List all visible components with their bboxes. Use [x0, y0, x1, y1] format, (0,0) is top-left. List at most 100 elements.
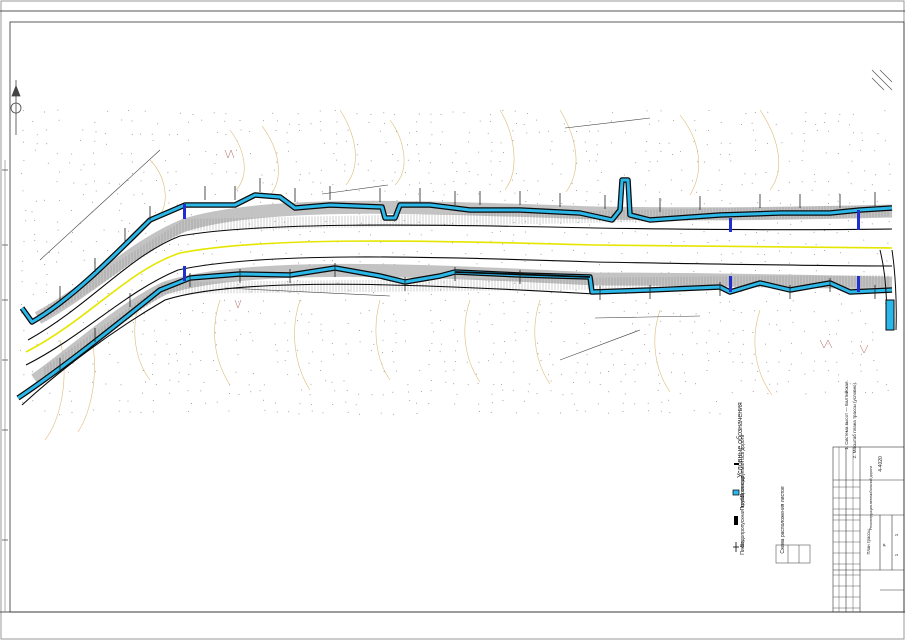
survey-point	[168, 302, 170, 304]
survey-point	[622, 402, 624, 404]
survey-point	[429, 349, 431, 351]
survey-point	[805, 243, 807, 245]
survey-point	[444, 223, 446, 225]
survey-point	[382, 302, 384, 304]
survey-point	[187, 410, 189, 412]
survey-point	[395, 332, 397, 334]
survey-point	[211, 253, 213, 255]
survey-point	[287, 374, 289, 376]
survey-point	[431, 343, 433, 344]
survey-point	[635, 330, 637, 332]
survey-point	[573, 382, 574, 383]
title-block-sheet: 1	[894, 533, 899, 536]
survey-point	[70, 210, 72, 212]
survey-point	[311, 410, 313, 412]
survey-point	[180, 330, 181, 332]
survey-point	[95, 190, 97, 192]
survey-point	[718, 169, 720, 171]
survey-point	[92, 201, 94, 203]
survey-point	[596, 144, 598, 146]
survey-point	[405, 193, 407, 195]
survey-point	[272, 112, 274, 114]
survey-point	[503, 249, 505, 251]
survey-point	[669, 333, 671, 335]
survey-point	[764, 261, 766, 263]
survey-point	[476, 321, 478, 323]
survey-point	[884, 140, 886, 142]
survey-point	[635, 300, 637, 302]
survey-point	[393, 361, 395, 363]
survey-point	[215, 344, 217, 346]
survey-point	[333, 220, 335, 222]
survey-point	[721, 199, 723, 201]
survey-point	[551, 250, 553, 252]
survey-point	[309, 394, 311, 396]
survey-point	[118, 183, 120, 185]
survey-point	[276, 411, 278, 413]
survey-point	[214, 193, 216, 195]
survey-point	[550, 312, 552, 314]
survey-point	[740, 380, 742, 382]
survey-point	[767, 231, 769, 233]
survey-point	[419, 182, 420, 184]
survey-point	[814, 292, 816, 293]
survey-point	[190, 214, 192, 216]
survey-point	[864, 170, 866, 172]
survey-point	[334, 390, 336, 392]
survey-point	[250, 153, 251, 155]
survey-point	[887, 242, 889, 244]
survey-point	[345, 343, 347, 345]
survey-point	[751, 122, 753, 124]
survey-point	[804, 140, 805, 142]
survey-point	[658, 191, 660, 193]
survey-point	[235, 149, 237, 151]
survey-point	[635, 162, 637, 164]
survey-point	[552, 200, 554, 202]
survey-point	[151, 373, 153, 375]
survey-point	[420, 234, 422, 236]
survey-point	[779, 329, 781, 331]
survey-point	[224, 299, 225, 301]
survey-point	[745, 113, 747, 114]
survey-point	[118, 231, 120, 233]
survey-point	[36, 250, 38, 252]
survey-point	[477, 174, 479, 176]
survey-point	[708, 130, 710, 131]
survey-point	[214, 163, 216, 165]
survey-point	[778, 361, 780, 363]
survey-point	[383, 112, 385, 114]
survey-point	[788, 181, 790, 183]
survey-point	[790, 223, 792, 225]
survey-point	[192, 351, 194, 353]
survey-point	[109, 354, 111, 355]
survey-point	[693, 271, 695, 273]
survey-point	[550, 390, 552, 392]
survey-point	[649, 123, 650, 125]
survey-point	[499, 161, 501, 163]
survey-point	[623, 174, 625, 176]
survey-point	[108, 342, 110, 344]
survey-point	[253, 263, 255, 265]
survey-point	[741, 361, 743, 363]
survey-point	[860, 370, 862, 372]
survey-point	[429, 162, 431, 164]
survey-point	[300, 300, 302, 302]
survey-point	[719, 413, 721, 415]
survey-point	[189, 334, 191, 335]
survey-point	[513, 222, 515, 224]
survey-point	[805, 112, 807, 114]
survey-point	[34, 233, 36, 235]
survey-point	[157, 123, 159, 125]
survey-point	[863, 201, 865, 203]
survey-point	[514, 110, 516, 112]
survey-point	[491, 141, 493, 143]
survey-point	[813, 370, 815, 372]
survey-point	[586, 191, 588, 193]
survey-point	[816, 129, 818, 131]
survey-point	[777, 222, 779, 224]
survey-point	[468, 171, 470, 172]
terrain-symbols	[224, 149, 869, 354]
survey-point	[80, 169, 82, 171]
survey-point	[83, 164, 85, 166]
